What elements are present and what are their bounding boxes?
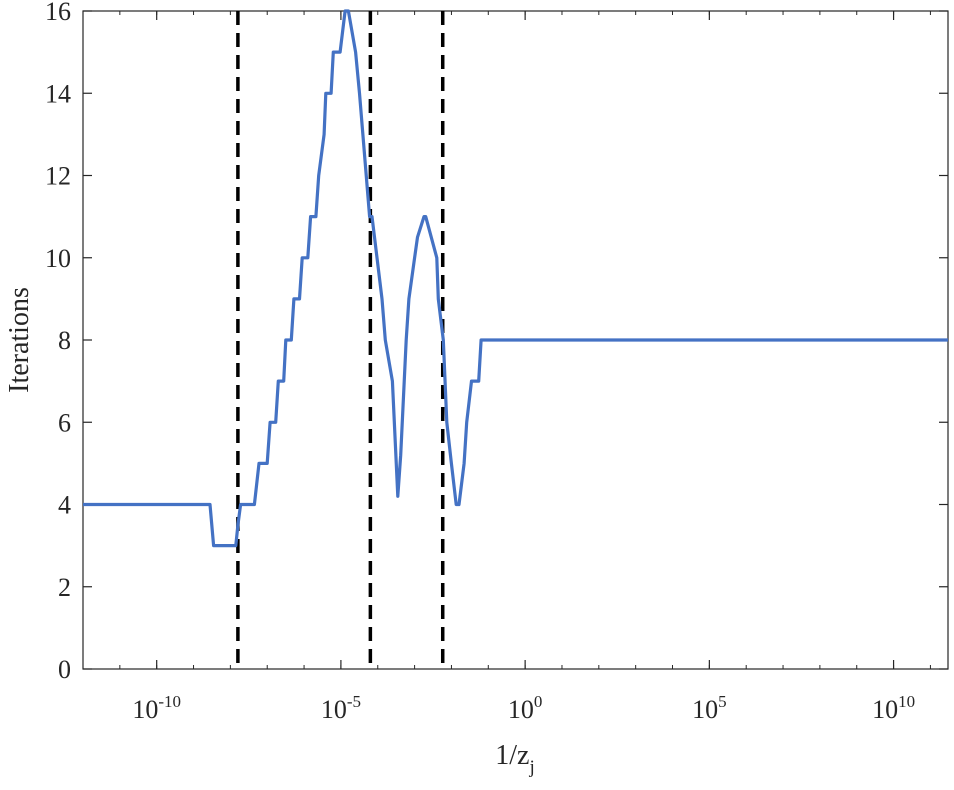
- y-tick-label: 0: [58, 655, 71, 684]
- x-axis-title: 1/zj: [495, 740, 535, 778]
- x-tick-label: 10-10: [132, 692, 181, 724]
- x-axis-ticks: 10-10 10-5 100 105 1010: [132, 11, 915, 724]
- x-tick-label: 1010: [872, 692, 915, 724]
- y-tick-label: 4: [58, 491, 71, 520]
- series-line: [83, 9, 948, 548]
- x-tick-label: 105: [692, 692, 727, 724]
- series-group: [83, 9, 948, 548]
- y-tick-label: 8: [58, 326, 71, 355]
- y-tick-label: 2: [58, 573, 71, 602]
- y-tick-label: 6: [58, 408, 71, 437]
- y-tick-label: 10: [45, 244, 71, 273]
- y-tick-label: 14: [45, 79, 71, 108]
- x-tick-label: 10-5: [321, 692, 361, 724]
- y-tick-label: 16: [45, 0, 71, 26]
- y-tick-label: 12: [45, 162, 71, 191]
- y-axis-ticks: 0 2 4 6 8 10 12 14 16: [45, 0, 948, 684]
- y-axis-title: Iterations: [4, 287, 35, 393]
- x-tick-label: 100: [508, 692, 543, 724]
